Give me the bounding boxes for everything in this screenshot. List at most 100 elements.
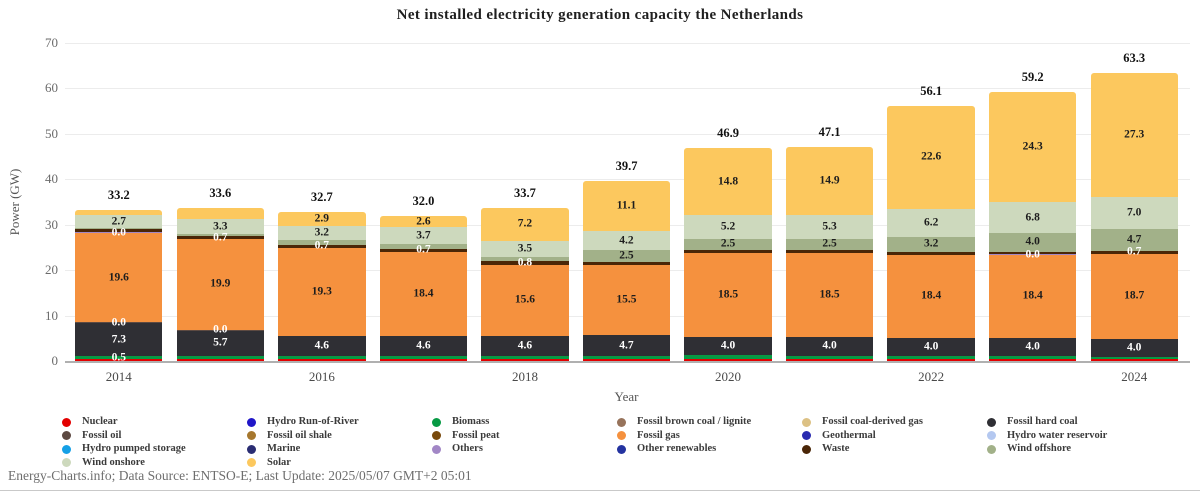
legend-item-wind_onshore[interactable]: Wind onshore [62,457,247,470]
legend-item-hydro_ror[interactable]: Hydro Run-of-River [247,416,432,429]
segment-value-label: 2.6 [416,215,431,227]
y-tick-10: 10 [45,307,58,323]
x-tick-2018: 2018 [511,369,538,384]
bar-total-label: 47.1 [818,125,841,140]
bar-segment-waste [785,250,874,254]
segment-value-label: 3.2 [314,226,330,239]
bar-segment-nuclear [75,358,163,361]
legend-item-wind_offshore[interactable]: Wind offshore [987,443,1172,456]
bar-segment-waste: 0.7 [278,240,366,251]
chart-title: Net installed electricity generation cap… [396,7,804,23]
hard_coal-swatch-icon [987,417,996,427]
segment-value-label: 0.0 [213,323,228,336]
legend-item-hard_coal[interactable]: Fossil hard coal [987,416,1172,429]
legend-item-biomass[interactable]: Biomass [432,416,617,429]
segment-value-label: 6.2 [923,216,939,229]
wind_onshore-swatch-icon [62,458,71,468]
legend-label: Nuclear [82,416,118,427]
bar-slot-2016: 32.7 2.9 3.2 0.7 19.3 4.6 [271,43,373,361]
bar-segment-hard_coal: 4.6 [481,335,569,357]
x-tick-labels: 2014 2016 2018 2020 2022 2024 [68,369,1185,385]
legend-item-waste[interactable]: Waste [802,443,987,456]
gridline-60 [65,88,1190,90]
legend-item-marine[interactable]: Marine [247,443,432,456]
legend-label: Other renewables [637,443,717,454]
x-tick-2014: 2014 [105,369,132,384]
segment-value-label: 0.8 [517,256,533,269]
segment-value-label: 0.7 [314,239,330,252]
bar-segment-gas: 15.6 [481,264,569,336]
bar-2020: 14.8 5.2 2.5 18.5 4.0 [684,147,772,361]
footer-attribution: Energy-Charts.info; Data Source: ENTSO-E… [8,468,472,483]
bar-segment-biomass: 0.5 [75,351,163,361]
gridline-50 [65,133,1190,135]
legend-item-solar[interactable]: Solar [247,457,432,470]
bar-segment-wind_onshore: 3.7 [379,227,468,245]
legend-item-hydro_reservoir[interactable]: Hydro water reservoir [987,430,1172,443]
gas-swatch-icon [617,431,626,441]
bar-segment-nuclear [1090,358,1178,361]
y-tick-20: 20 [45,262,58,278]
legend-item-geothermal[interactable]: Geothermal [802,430,987,443]
legend-item-peat[interactable]: Fossil peat [432,430,617,443]
segment-value-label: 19.6 [108,271,129,284]
bar-segment-nuclear [684,358,772,361]
bar-segment-hard_coal: 5.7 [176,330,264,357]
segment-value-label: 4.6 [416,339,431,352]
segment-value-label: 18.5 [819,288,840,301]
legend-column-4: Fossil brown coal / lignite Fossil gas Oth… [617,416,802,469]
bar-segment-wind_offshore: 4.7 [1090,229,1178,251]
legend-item-others[interactable]: Others [432,443,617,456]
bar-segment-hard_coal: 7.3 [75,323,163,357]
segment-value-label: 15.6 [514,293,535,306]
legend-item-hydro_pumped[interactable]: Hydro pumped storage [62,443,247,456]
y-tick-30: 30 [45,216,58,232]
bar-segment-wind_offshore [379,244,468,249]
bar-slot-2023: 59.2 24.3 6.8 4.0 0.0 18.4 4.0 [982,43,1084,361]
bottom-divider [0,490,1200,491]
y-tick-60: 60 [45,80,58,96]
legend-label: Others [452,443,483,454]
legend-item-oil_shale[interactable]: Fossil oil shale [247,430,432,443]
bar-segment-biomass [582,356,671,359]
wind_offshore-swatch-icon [987,444,996,454]
legend-column-5: Fossil coal-derived gas Geothermal Waste [802,416,987,469]
bar-segment-waste [887,251,975,255]
legend-label: Fossil gas [637,429,680,441]
plot-area: 33.2 2.7 0.0 19.6 0.0 7.3 0.5 33.6 3.3 0.7 19.9 0.0… [65,43,1190,363]
legend: Nuclear Fossil oil Hydro pumped storage Win… [62,416,1190,469]
gridline-70 [65,43,1190,44]
bar-segment-wind_offshore: 4.0 [989,233,1077,252]
legend-item-nuclear[interactable]: Nuclear [62,416,247,429]
legend-item-brown_coal[interactable]: Fossil brown coal / lignite [617,416,802,429]
bar-segment-solar: 7.2 [481,207,569,241]
bar-segment-hard_coal: 4.0 [989,338,1077,357]
legend-item-gas[interactable]: Fossil gas [617,430,802,443]
bar-segment-biomass [989,356,1077,359]
segment-value-label: 14.9 [819,174,840,187]
legend-item-oil[interactable]: Fossil oil [62,430,247,443]
geothermal-swatch-icon [802,431,811,441]
legend-label: Fossil coal-derived gas [822,416,923,427]
bar-segment-gas: 18.5 [684,253,772,338]
bar-segment-wind_onshore: 7.0 [1090,197,1178,230]
x-tick-2021 [779,369,881,385]
segment-value-label: 27.3 [1124,128,1145,141]
segment-value-label: 5.7 [213,336,228,349]
legend-label: Fossil oil shale [267,429,332,441]
segment-value-label: 4.0 [1025,235,1040,248]
legend-column-1: Nuclear Fossil oil Hydro pumped storage Win… [62,416,247,469]
segment-value-label: 18.5 [717,288,739,301]
legend-label: Fossil oil [82,429,122,441]
bar-2022: 22.6 6.2 3.2 18.4 4.0 [887,106,975,361]
segment-value-label: 2.7 [111,214,126,227]
x-axis-label: Year [614,389,639,404]
segment-value-label: 0.7 [213,230,228,243]
legend-item-other_renewables[interactable]: Other renewables [617,443,802,456]
legend-item-coal_derived_gas[interactable]: Fossil coal-derived gas [802,416,987,429]
segment-value-label: 2.5 [720,237,736,250]
bar-segment-waste: 0.8 [481,257,569,268]
bar-2019: 11.1 4.2 2.5 15.5 4.7 [582,180,671,361]
bar-total-label: 63.3 [1123,51,1146,66]
